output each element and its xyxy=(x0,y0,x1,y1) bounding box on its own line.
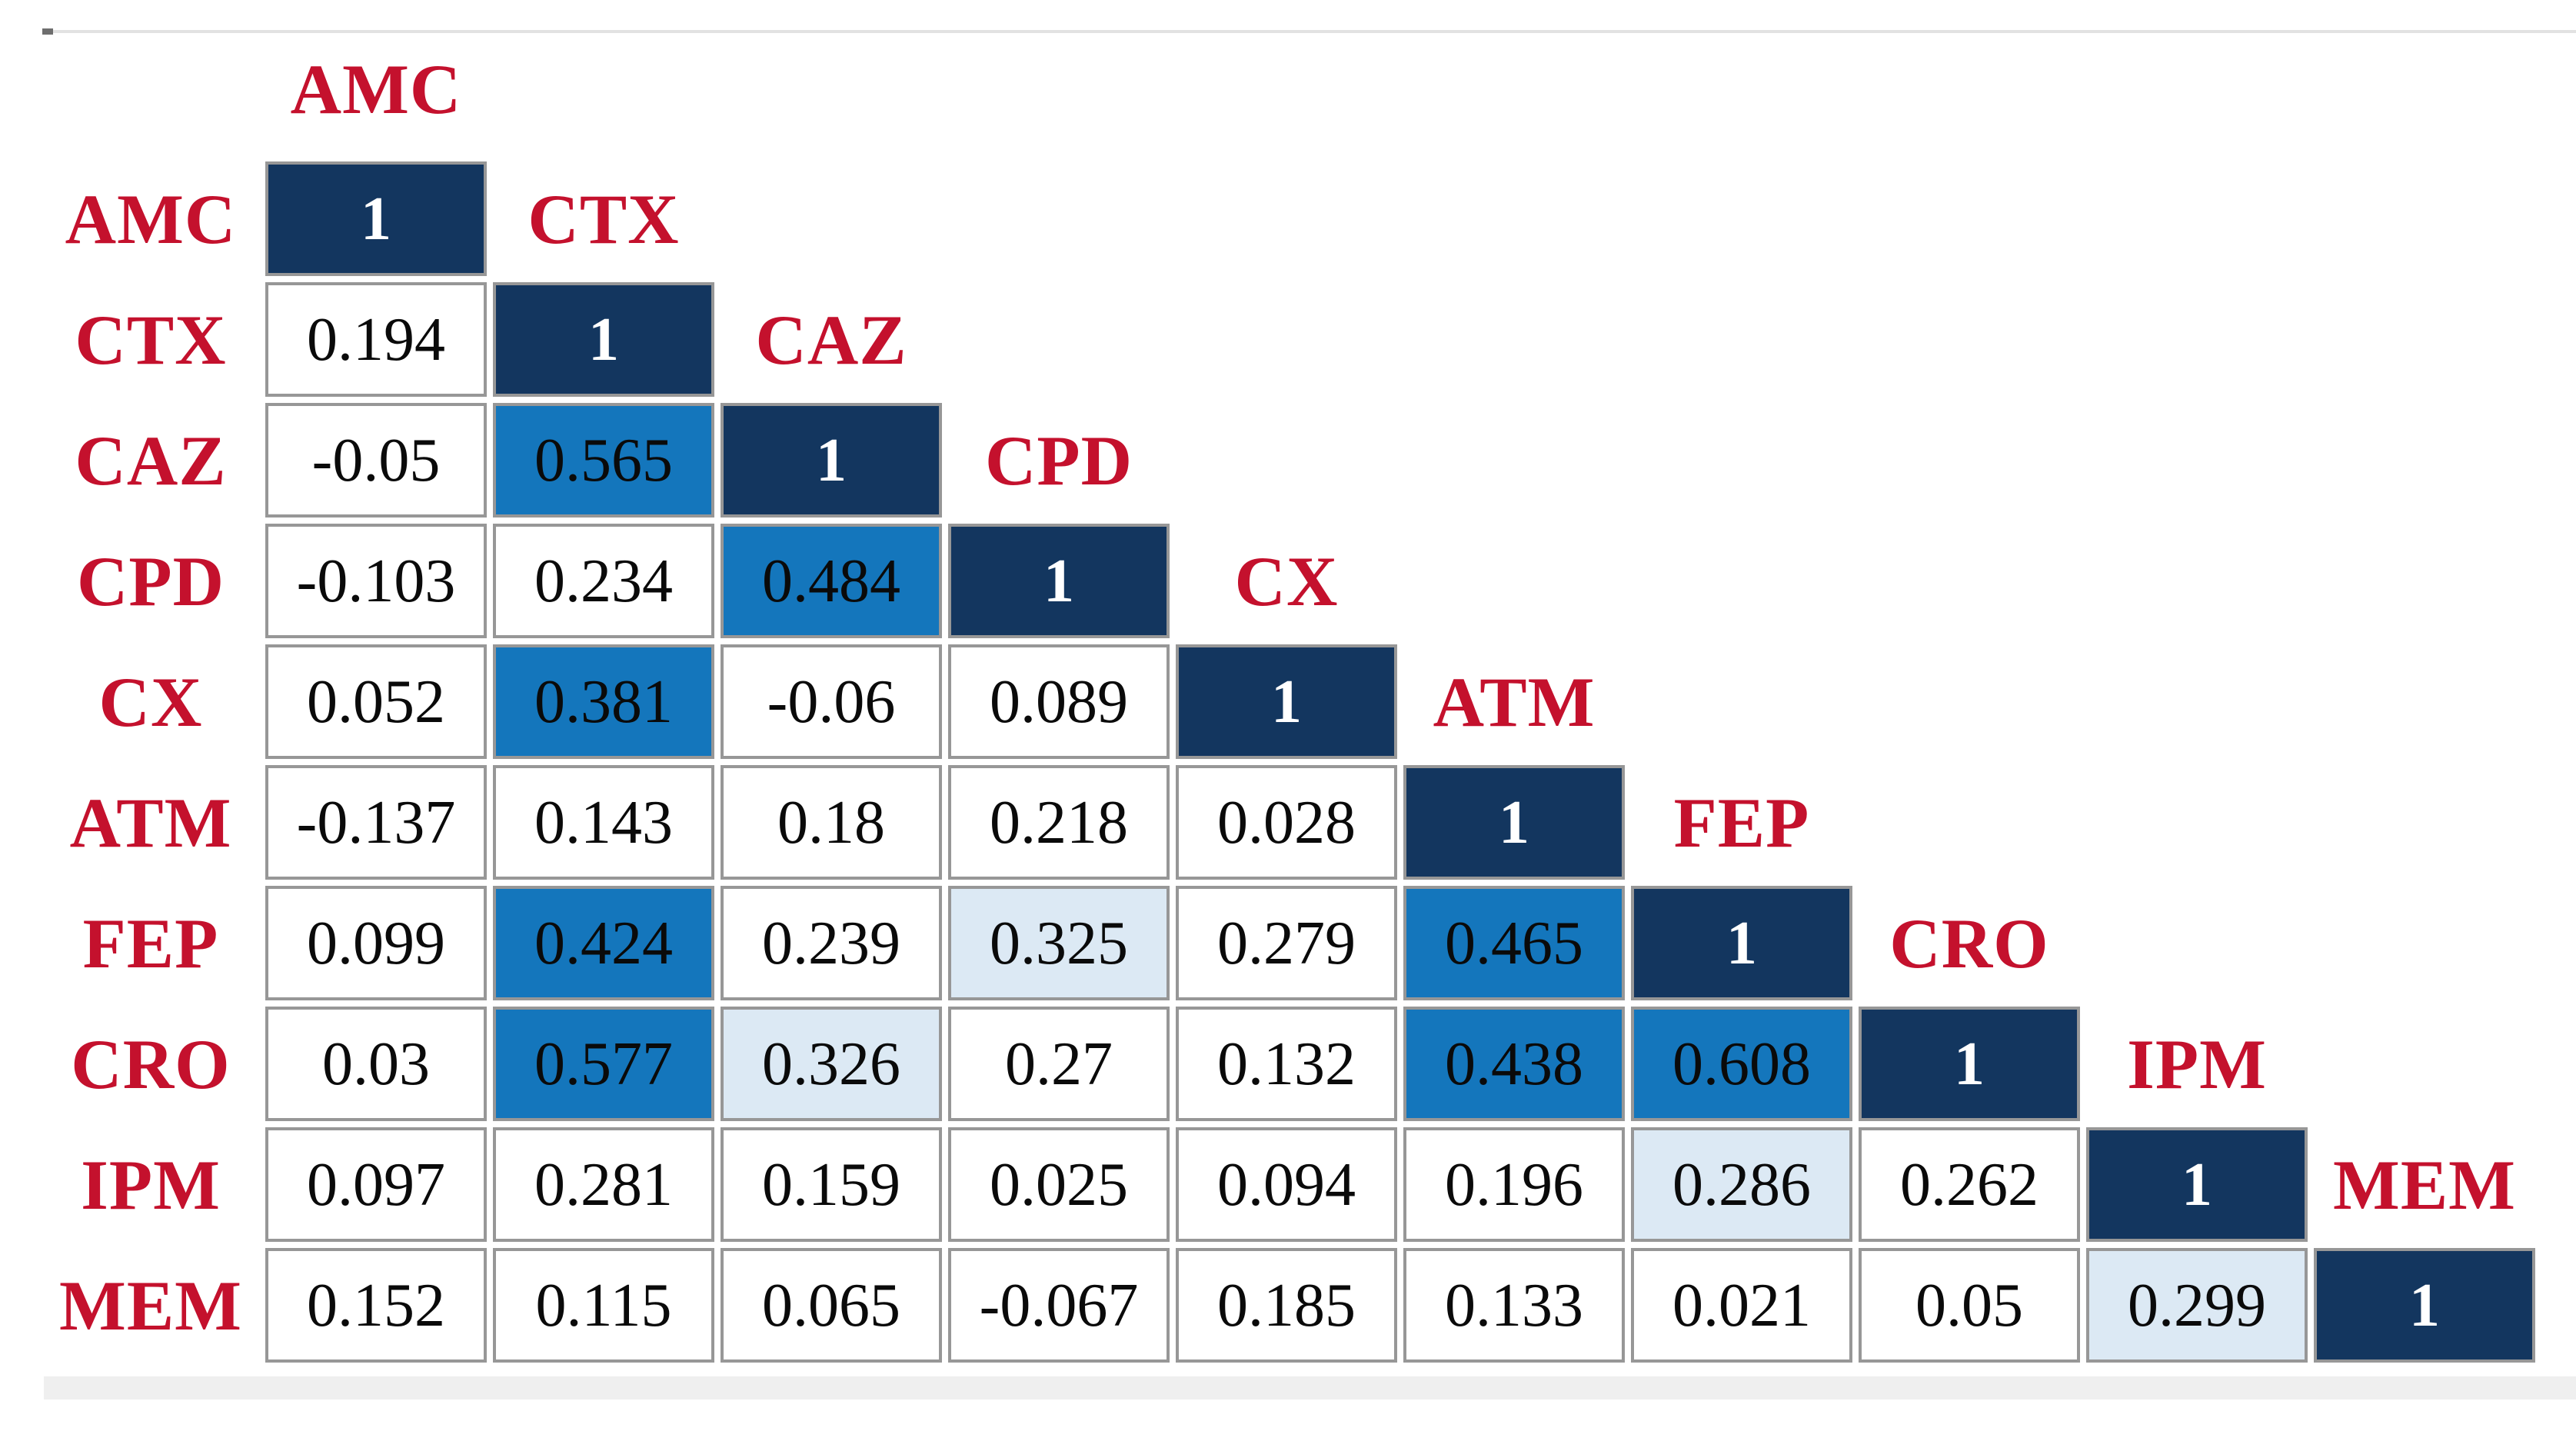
row-label: ATM xyxy=(69,783,232,862)
column-header: FEP xyxy=(1673,783,1810,862)
matrix-cell: 0.234 xyxy=(493,524,714,638)
matrix-cell: 0.094 xyxy=(1176,1127,1397,1242)
column-header: MEM xyxy=(2332,1145,2517,1224)
matrix-cell: 0.286 xyxy=(1631,1127,1852,1242)
matrix-cell: 0.381 xyxy=(493,644,714,759)
matrix-cell: 0.05 xyxy=(1859,1248,2080,1363)
top-rule xyxy=(42,28,2576,35)
matrix-cell: 0.194 xyxy=(265,282,487,397)
matrix-cell: 0.465 xyxy=(1403,886,1625,1000)
diagonal-cell: 1 xyxy=(1403,765,1625,880)
column-header: AMC xyxy=(290,50,462,128)
matrix-cell: -0.103 xyxy=(265,524,487,638)
matrix-cell: 0.025 xyxy=(948,1127,1170,1242)
matrix-cell: 0.132 xyxy=(1176,1007,1397,1121)
column-header: CRO xyxy=(1889,904,2049,983)
column-header: IPM xyxy=(2127,1024,2267,1103)
matrix-cell: 0.608 xyxy=(1631,1007,1852,1121)
row-label: MEM xyxy=(58,1266,243,1345)
matrix-cell: 0.028 xyxy=(1176,765,1397,880)
column-header: CTX xyxy=(528,179,680,258)
matrix-cell: 0.115 xyxy=(493,1248,714,1363)
row-label: CPD xyxy=(76,541,225,621)
top-rule-tick xyxy=(42,28,53,35)
diagonal-cell: 1 xyxy=(265,161,487,276)
row-label: CRO xyxy=(71,1024,231,1103)
matrix-cell: 0.577 xyxy=(493,1007,714,1121)
diagonal-cell: 1 xyxy=(948,524,1170,638)
matrix-cell: -0.06 xyxy=(721,644,942,759)
matrix-cell: 0.099 xyxy=(265,886,487,1000)
diagonal-cell: 1 xyxy=(493,282,714,397)
matrix-cell: 0.052 xyxy=(265,644,487,759)
matrix-cell: 0.565 xyxy=(493,403,714,517)
column-header: CAZ xyxy=(755,300,907,379)
matrix-cell: 0.325 xyxy=(948,886,1170,1000)
row-label: FEP xyxy=(82,904,219,983)
matrix-cell: 0.299 xyxy=(2086,1248,2308,1363)
diagonal-cell: 1 xyxy=(721,403,942,517)
matrix-cell: 0.18 xyxy=(721,765,942,880)
column-header: CX xyxy=(1234,541,1339,621)
matrix-cell: 0.021 xyxy=(1631,1248,1852,1363)
correlation-matrix: AMC AMC 1 CTX CTX 0.194 1 CAZ CAZ -0.05 0.565 1 CPD C… xyxy=(42,23,2535,1363)
matrix-cell: -0.05 xyxy=(265,403,487,517)
row-label: CX xyxy=(98,662,203,741)
matrix-cell: 0.239 xyxy=(721,886,942,1000)
row-label: CTX xyxy=(75,300,227,379)
row-label: CAZ xyxy=(75,421,227,500)
matrix-cell: 0.326 xyxy=(721,1007,942,1121)
matrix-cell: 0.089 xyxy=(948,644,1170,759)
column-header: CPD xyxy=(984,421,1133,500)
matrix-cell: 0.065 xyxy=(721,1248,942,1363)
matrix-cell: 0.279 xyxy=(1176,886,1397,1000)
matrix-cell: 0.133 xyxy=(1403,1248,1625,1363)
diagonal-cell: 1 xyxy=(1631,886,1852,1000)
matrix-cell: 0.152 xyxy=(265,1248,487,1363)
diagonal-cell: 1 xyxy=(1859,1007,2080,1121)
matrix-cell: 0.438 xyxy=(1403,1007,1625,1121)
diagonal-cell: 1 xyxy=(1176,644,1397,759)
matrix-cell: 0.196 xyxy=(1403,1127,1625,1242)
row-label: AMC xyxy=(65,179,237,258)
matrix-cell: 0.218 xyxy=(948,765,1170,880)
diagonal-cell: 1 xyxy=(2086,1127,2308,1242)
bottom-band xyxy=(44,1376,2576,1399)
matrix-cell: 0.281 xyxy=(493,1127,714,1242)
matrix-cell: 0.097 xyxy=(265,1127,487,1242)
matrix-cell: 0.27 xyxy=(948,1007,1170,1121)
matrix-cell: 0.262 xyxy=(1859,1127,2080,1242)
matrix-cell: 0.159 xyxy=(721,1127,942,1242)
matrix-cell: -0.067 xyxy=(948,1248,1170,1363)
matrix-cell: -0.137 xyxy=(265,765,487,880)
matrix-cell: 0.03 xyxy=(265,1007,487,1121)
matrix-cell: 0.185 xyxy=(1176,1248,1397,1363)
row-label: IPM xyxy=(81,1145,221,1224)
matrix-cell: 0.484 xyxy=(721,524,942,638)
column-header: ATM xyxy=(1433,662,1596,741)
diagonal-cell: 1 xyxy=(2314,1248,2535,1363)
matrix-cell: 0.424 xyxy=(493,886,714,1000)
matrix-cell: 0.143 xyxy=(493,765,714,880)
